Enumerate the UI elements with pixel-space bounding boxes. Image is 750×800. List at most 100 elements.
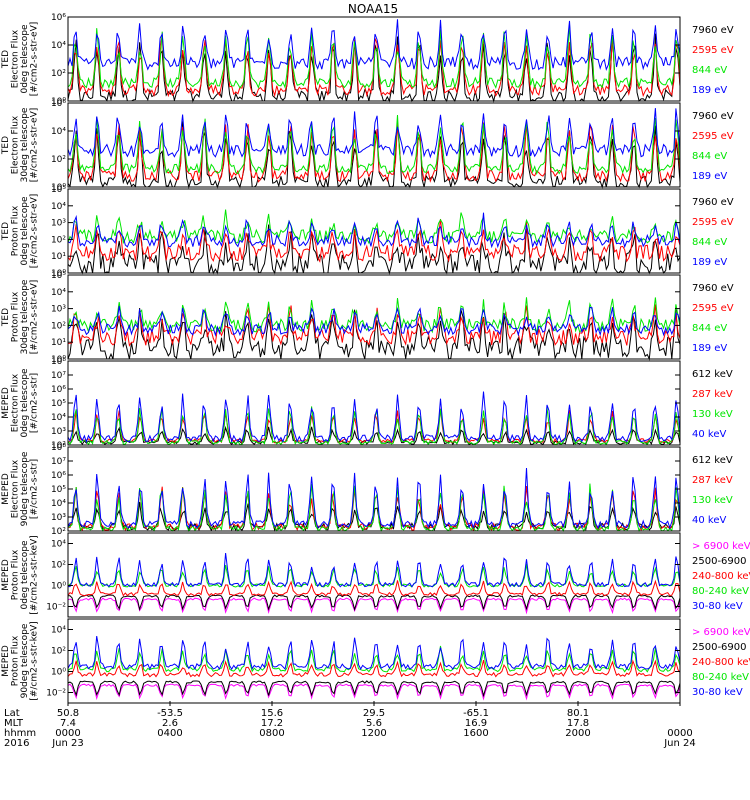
y-axis-label-line: 90deg telescope xyxy=(20,623,30,698)
panel-6: 612 keV 287 keV 130 keV 40 keV 10² 10³ 10⁴ 10⁵ 1… xyxy=(1,443,733,537)
y-axis-label-line: 30deg telescope xyxy=(20,107,30,182)
y-tick-label: 10⁴ xyxy=(51,413,66,423)
y-axis-label: TEDElectron Flux0deg telescope[#/cm2-s-s… xyxy=(1,22,40,97)
y-tick-label: 10³ xyxy=(51,513,66,523)
y-axis-label-line: 0deg telescope xyxy=(20,368,30,438)
series-line-2-2 xyxy=(67,122,681,183)
y-axis-label-line: 30deg telescope xyxy=(20,279,30,354)
series-line-8-3 xyxy=(67,659,681,678)
legend-label: 130 keV xyxy=(692,495,733,506)
legend-label: > 6900 keV xyxy=(692,627,750,638)
y-axis-label-line: TED xyxy=(1,136,11,155)
y-tick-label: 10² xyxy=(51,155,66,165)
series-line-6-4 xyxy=(67,467,681,530)
y-tick-label: 10⁸ xyxy=(51,443,66,453)
x-tick-label: 0800 xyxy=(259,728,284,739)
series-line-4-2 xyxy=(67,304,681,347)
legend-label: 2595 eV xyxy=(692,45,734,56)
series-line-3-2 xyxy=(67,219,681,263)
x-row-label: hhmm xyxy=(4,728,36,739)
x-tick-label: 7.4 xyxy=(60,718,76,729)
panel-frame xyxy=(67,102,681,188)
x-tick-label: 17.8 xyxy=(567,718,589,729)
series-line-7-2 xyxy=(68,594,681,612)
legend-label: 844 eV xyxy=(692,237,727,248)
x-tick-label: 50.8 xyxy=(57,708,79,719)
y-axis-label-line: Electron Flux xyxy=(11,115,21,174)
x-tick-label: 0400 xyxy=(157,728,182,739)
series-line-3-3 xyxy=(67,209,681,245)
y-tick-label: 10⁶ xyxy=(51,99,66,109)
y-axis-label-line: MEPED xyxy=(1,387,11,419)
figure-title: NOAA15 xyxy=(348,2,398,16)
y-tick-label: 10⁰ xyxy=(51,269,66,279)
legend-label: 189 eV xyxy=(692,257,727,268)
series-line-2-3 xyxy=(67,114,681,176)
x-tick-label: 1200 xyxy=(361,728,386,739)
y-axis-label-line: 90deg telescope xyxy=(20,451,30,526)
x-tick-label: 80.1 xyxy=(567,708,589,719)
y-axis-label-line: [#/cm2-s-str-keV] xyxy=(30,535,40,614)
panel-8: > 6900 keV 2500-6900 240-800 keV 80-240 keV… xyxy=(1,618,750,704)
y-axis-label-line: [#/cm2-s-str-eV] xyxy=(30,194,40,269)
y-axis-label-line: MEPED xyxy=(1,473,11,505)
y-tick-label: 10⁰ xyxy=(51,582,66,592)
y-tick-label: 10⁰ xyxy=(51,668,66,678)
y-axis-label-line: TED xyxy=(1,308,11,327)
y-tick-label: 10⁶ xyxy=(51,385,66,395)
series-line-5-4 xyxy=(67,391,681,444)
panel-3: 7960 eV 2595 eV 844 eV 189 eV 10⁰ 10¹ 10² 10³ 10… xyxy=(1,185,734,279)
panel-stack: 7960 eV 2595 eV 844 eV 189 eV 10⁰ 10² 10⁴ 10⁶ TE… xyxy=(1,13,750,704)
y-axis-label-line: [#/cm2-s-str] xyxy=(30,373,40,433)
y-tick-label: 10³ xyxy=(51,427,66,437)
y-axis-label-line: Electron Flux xyxy=(11,373,21,432)
y-tick-label: 10¹ xyxy=(51,338,66,348)
y-tick-label: 10⁴ xyxy=(51,626,66,636)
legend-label: 240-800 keV xyxy=(692,571,750,582)
panel-frame xyxy=(67,16,681,102)
y-axis-label: TEDElectron Flux30deg telescope[#/cm2-s-… xyxy=(1,107,40,182)
legend-label: 2595 eV xyxy=(692,303,734,314)
x-tick-label: Jun 24 xyxy=(663,738,696,749)
y-tick-label: 10⁶ xyxy=(51,471,66,481)
y-axis-label-line: [#/cm2-s-str-keV] xyxy=(30,621,40,700)
series-line-7-3 xyxy=(67,579,681,597)
y-tick-label: 10⁵ xyxy=(51,271,66,281)
y-tick-label: 10⁴ xyxy=(51,540,66,550)
x-tick-label: 15.6 xyxy=(261,708,283,719)
y-tick-label: 10¹ xyxy=(51,252,66,262)
y-tick-label: 10² xyxy=(51,321,66,331)
y-axis-label-line: [#/cm2-s-str-eV] xyxy=(30,22,40,97)
x-tick-label: 17.2 xyxy=(261,718,283,729)
series-line-6-3 xyxy=(67,483,681,533)
x-tick-label: -53.5 xyxy=(157,708,183,719)
y-axis-label-line: MEPED xyxy=(1,559,11,591)
y-tick-label: 10⁰ xyxy=(51,97,66,107)
y-tick-label: 10² xyxy=(51,527,66,537)
legend-label: 287 keV xyxy=(692,389,733,400)
series-line-8-1 xyxy=(67,683,681,701)
y-axis-label-line: 0deg telescope xyxy=(20,196,30,266)
y-axis-label-line: Proton Flux xyxy=(11,205,21,256)
y-tick-label: 10⁰ xyxy=(51,355,66,365)
x-tick-label: Jun 23 xyxy=(51,738,84,749)
y-axis-label-line: 0deg telescope xyxy=(20,24,30,94)
y-tick-label: 10³ xyxy=(51,219,66,229)
x-row-label: Lat xyxy=(4,708,20,719)
y-tick-label: 10⁵ xyxy=(51,185,66,195)
x-row-label: MLT xyxy=(4,718,24,729)
panel-frame xyxy=(67,188,681,274)
x-tick-label: 2000 xyxy=(565,728,590,739)
y-axis-label: MEPEDElectron Flux90deg telescope[#/cm2-… xyxy=(1,451,40,526)
y-tick-label: 10⁴ xyxy=(51,288,66,298)
series-line-8-2 xyxy=(67,680,681,698)
legend-label: 80-240 keV xyxy=(692,672,749,683)
legend-label: 7960 eV xyxy=(692,197,734,208)
series-line-4-1 xyxy=(67,308,681,361)
series-line-3-4 xyxy=(67,212,681,249)
legend-label: 612 keV xyxy=(692,369,733,380)
x-tick-label: 0000 xyxy=(667,728,692,739)
legend-label: 240-800 keV xyxy=(692,657,750,668)
y-axis-label: MEPEDProton Flux90deg telescope[#/cm2-s-… xyxy=(1,621,40,700)
